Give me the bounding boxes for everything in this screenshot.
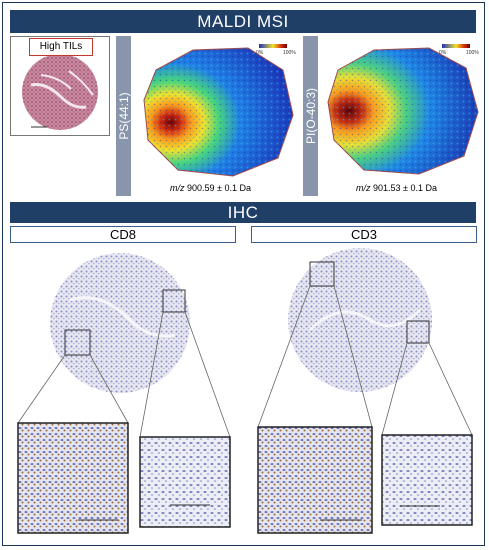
mz-label-ps: m/z 900.59 ± 0.1 Da <box>170 183 251 193</box>
mz-value-pi: 901.53 ± 0.1 Da <box>373 183 437 193</box>
ihc-banner: IHC <box>10 202 476 223</box>
maldi-title: MALDI MSI <box>197 12 289 31</box>
roi-box-cd8-a <box>64 329 91 356</box>
ihc-core-cd3 <box>288 248 432 392</box>
color-scale-ps <box>259 44 287 48</box>
ion-image-pi <box>327 47 479 175</box>
mz-prefix-pi: m/z <box>356 183 371 193</box>
zoom-tile-cd8-a <box>17 422 129 534</box>
marker-header-cd8: CD8 <box>10 226 236 243</box>
zoom-tile-cd8-b <box>139 436 231 528</box>
maldi-banner: MALDI MSI <box>10 10 476 33</box>
sample-label-box: High TILs <box>29 38 93 56</box>
sidebar-ps: PS(44:1) <box>116 36 131 196</box>
scale-min-pi: 0% <box>439 50 447 56</box>
zoom-tile-cd3-a <box>257 426 373 534</box>
marker-label-cd3: CD3 <box>350 227 377 242</box>
marker-header-cd3: CD3 <box>251 226 477 243</box>
scale-max-ps: 100% <box>283 50 296 56</box>
marker-label-cd8: CD8 <box>109 227 136 242</box>
roi-box-cd3-b <box>406 320 430 344</box>
zoom-tile-cd3-b <box>381 434 473 526</box>
ihc-core-cd8 <box>50 253 190 393</box>
he-tissue-image <box>22 54 98 130</box>
figure-frame <box>2 2 485 546</box>
sample-label: High TILs <box>39 41 83 52</box>
scale-min-ps: 0% <box>256 50 264 56</box>
ion-image-ps <box>143 47 294 177</box>
roi-box-cd8-b <box>162 289 186 313</box>
mz-prefix: m/z <box>170 183 185 193</box>
sidebar-pi: PI(O-40:3) <box>303 36 318 196</box>
color-scale-pi <box>442 44 470 48</box>
mz-value-ps: 900.59 ± 0.1 Da <box>187 183 251 193</box>
he-thumbnail-panel <box>10 36 110 136</box>
scale-max-pi: 100% <box>466 50 479 56</box>
mz-label-pi: m/z 901.53 ± 0.1 Da <box>356 183 437 193</box>
ihc-title: IHC <box>227 203 259 222</box>
roi-box-cd3-a <box>309 261 335 287</box>
